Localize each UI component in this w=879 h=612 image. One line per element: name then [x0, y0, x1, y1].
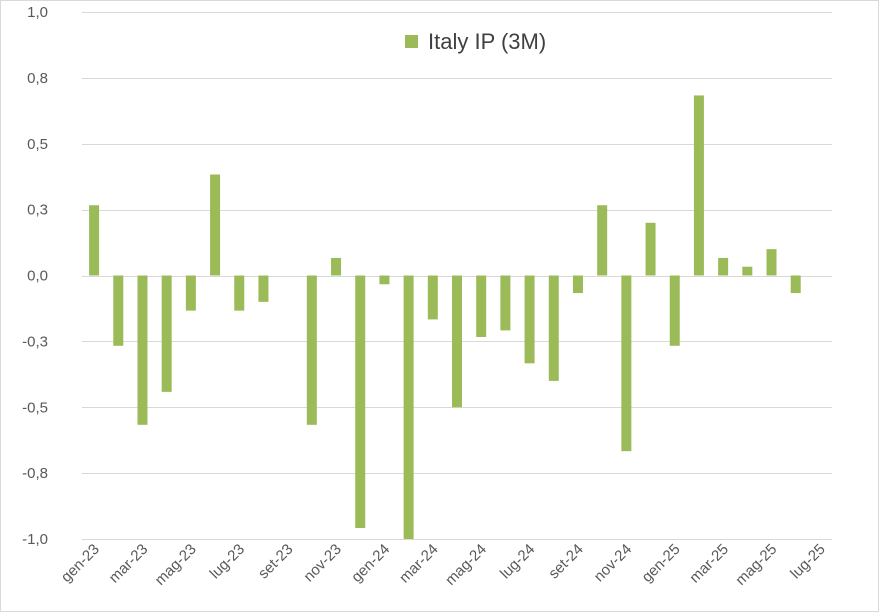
x-tick-label: set-24	[545, 541, 587, 583]
x-axis-ticks: gen-23 mar-23 mag-23 lug-23 set-23 nov-23 gen-…	[58, 541, 829, 589]
y-tick-label: -0,8	[22, 465, 48, 482]
y-tick-label: 0,3	[27, 202, 48, 219]
x-tick-label: gen-25	[639, 541, 684, 586]
y-tick-label: -0,3	[22, 333, 48, 350]
x-tick-label: mar-24	[396, 541, 442, 587]
x-tick-label: mag-24	[442, 541, 490, 589]
x-tick-label: mar-25	[686, 541, 732, 587]
bar-gen-24	[379, 275, 390, 285]
x-tick-label: gen-24	[348, 541, 393, 586]
bar-mag-23	[185, 275, 196, 311]
bar-gen-23	[89, 205, 100, 276]
bar-lug-24	[524, 275, 535, 364]
bars	[89, 95, 801, 539]
bar-ott-24	[597, 205, 608, 276]
x-tick-label: mag-23	[152, 541, 200, 589]
bar-giu-23	[210, 174, 221, 276]
y-tick-label: -0,5	[22, 399, 48, 416]
y-tick-label: 0,0	[27, 268, 48, 285]
y-axis-ticks: 1,0 0,8 0,5 0,3 0,0 -0,3 -0,5 -0,8 -1,0	[22, 4, 48, 548]
bar-mar-25	[718, 257, 729, 276]
x-tick-label: nov-24	[591, 541, 635, 585]
bar-gen-25	[669, 275, 680, 346]
bar-lug-23	[234, 275, 245, 311]
y-tick-label: 0,8	[27, 70, 48, 87]
bar-mar-23	[137, 275, 148, 425]
y-tick-label: -1,0	[22, 531, 48, 548]
x-tick-label: lug-23	[207, 541, 249, 583]
bar-nov-23	[331, 257, 342, 276]
bar-ago-24	[548, 275, 559, 381]
bar-dic-24	[645, 222, 656, 276]
y-tick-label: 0,5	[27, 136, 48, 153]
bar-apr-24	[452, 275, 462, 408]
bar-giu-24	[500, 275, 511, 331]
bar-set-24	[572, 275, 583, 294]
x-tick-label: mar-23	[106, 541, 152, 587]
bar-ott-23	[306, 275, 317, 425]
legend-label: Italy IP (3M)	[428, 29, 546, 54]
bar-mag-24	[476, 275, 487, 337]
bar-feb-23	[113, 275, 124, 346]
x-tick-label: gen-23	[58, 541, 103, 586]
bar-mar-24	[427, 275, 438, 320]
bar-mag-25	[766, 249, 777, 276]
bar-ago-23	[258, 275, 269, 302]
x-tick-label: set-23	[255, 541, 297, 583]
y-tick-label: 1,0	[27, 4, 48, 21]
bar-apr-25	[742, 266, 753, 276]
legend: Italy IP (3M)	[405, 29, 546, 54]
bar-nov-24	[621, 275, 632, 452]
x-tick-label: lug-24	[497, 541, 539, 583]
x-tick-label: mag-25	[732, 541, 780, 589]
legend-swatch	[405, 35, 418, 48]
x-tick-label: nov-23	[300, 541, 344, 585]
bar-feb-24	[403, 275, 414, 539]
x-tick-label: lug-25	[787, 541, 829, 583]
bar-feb-25	[693, 95, 704, 276]
bar-giu-25	[790, 275, 801, 294]
bar-dic-23	[355, 275, 366, 529]
bar-apr-23	[161, 275, 172, 392]
